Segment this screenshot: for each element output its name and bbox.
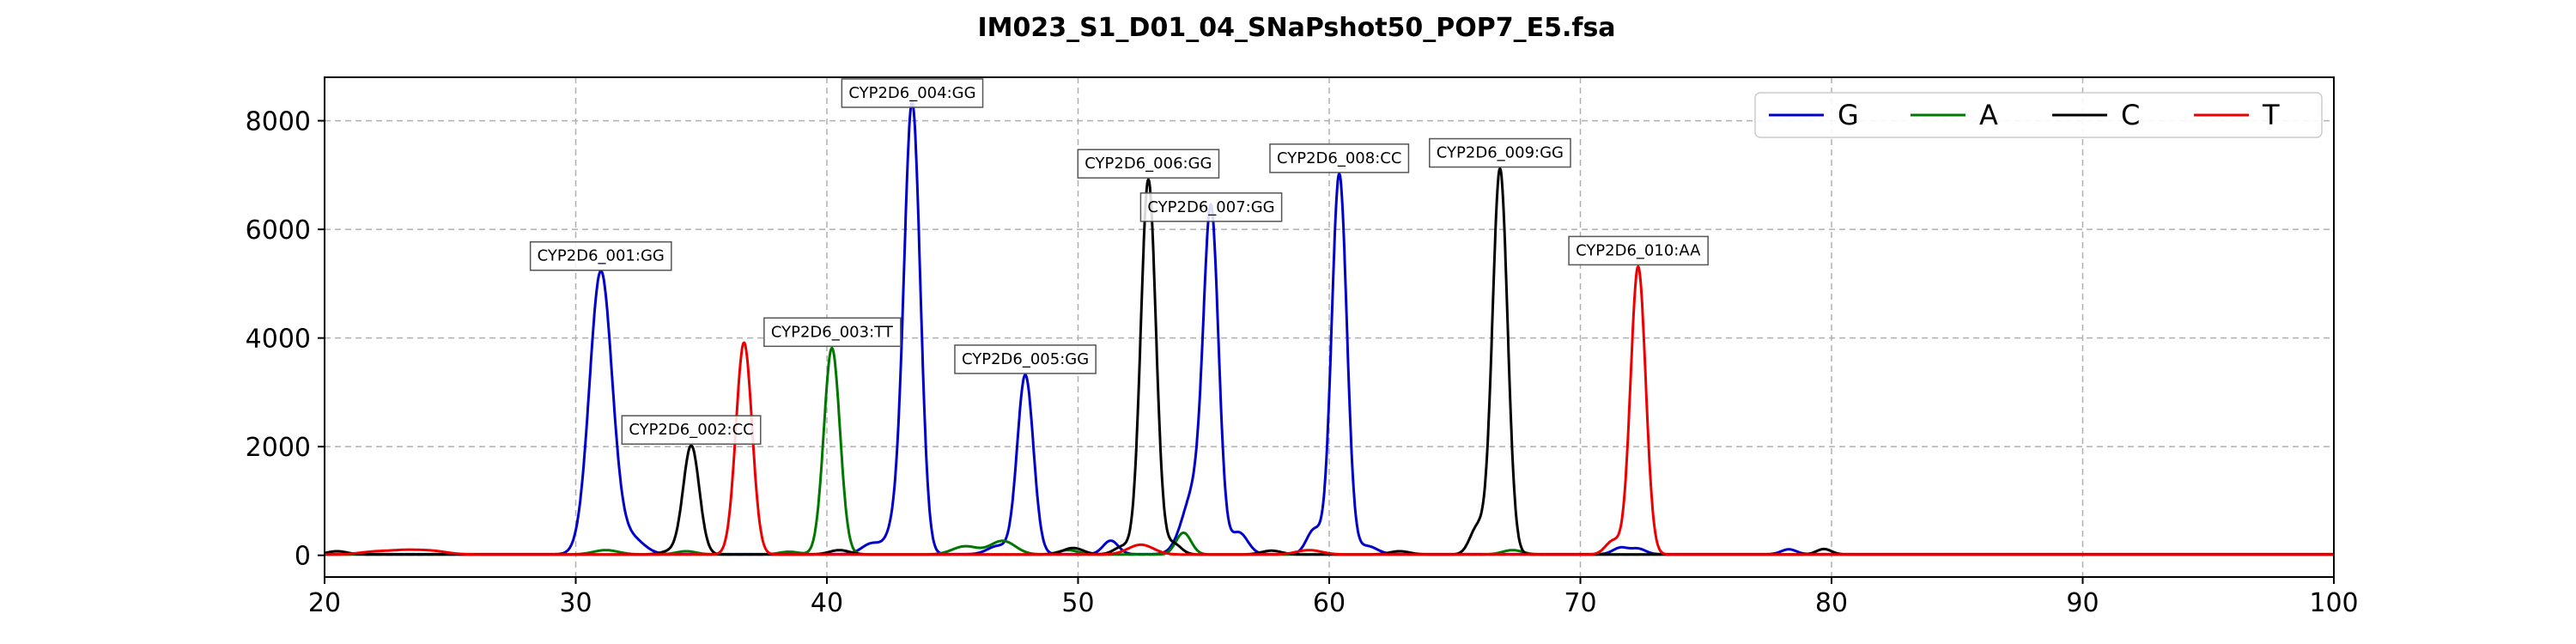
- legend-label-G: G: [1838, 99, 1859, 131]
- peak-annotation: CYP2D6_005:GG: [954, 344, 1097, 374]
- peak-annotation: CYP2D6_006:GG: [1077, 149, 1220, 179]
- x-tick-label: 30: [559, 588, 592, 618]
- peak-annotation: CYP2D6_008:CC: [1269, 143, 1410, 173]
- peak-annotation-box: [529, 240, 672, 271]
- annotation-layer: CYP2D6_001:GG CYP2D6_002:CC CYP2D6_003:TT C…: [529, 78, 1709, 445]
- peak-annotation: CYP2D6_010:AA: [1568, 235, 1709, 266]
- x-tick-label: 80: [1815, 588, 1848, 618]
- peak-annotation-box: [1077, 149, 1220, 179]
- peak-annotation: CYP2D6_003:TT: [763, 317, 902, 348]
- peak-annotation-box: [1139, 192, 1283, 222]
- peak-annotation-box: [1269, 143, 1410, 173]
- series-layer: [324, 100, 2335, 556]
- y-tick-label: 0: [295, 542, 311, 572]
- peak-annotation-label: CYP2D6_005:GG: [962, 350, 1089, 368]
- peak-annotation-label: CYP2D6_001:GG: [538, 247, 665, 265]
- x-tick-label: 100: [2309, 588, 2358, 618]
- legend-label-T: T: [2262, 99, 2280, 131]
- y-tick-label: 8000: [246, 107, 311, 137]
- peak-annotation-label: CYP2D6_010:AA: [1576, 241, 1701, 259]
- x-tick-label: 90: [2066, 588, 2099, 618]
- peak-annotation-box: [1429, 137, 1571, 168]
- legend-label-A: A: [1979, 99, 1998, 131]
- x-tick-label: 50: [1061, 588, 1094, 618]
- x-axis: 20 30 40 50 60 70 80 90 100: [308, 577, 2359, 618]
- peak-annotation-label: CYP2D6_004:GG: [848, 84, 975, 102]
- x-tick-label: 70: [1564, 588, 1596, 618]
- peak-annotation: CYP2D6_001:GG: [529, 240, 672, 271]
- peak-annotation-box: [954, 344, 1097, 374]
- plot-area: CYP2D6_001:GG CYP2D6_002:CC CYP2D6_003:TT C…: [246, 76, 2359, 618]
- peak-annotation-label: CYP2D6_003:TT: [771, 323, 894, 341]
- x-tick-label: 20: [308, 588, 341, 618]
- peak-annotation-box: [621, 415, 762, 445]
- series-line-T: [324, 264, 2335, 556]
- peak-annotation-label: CYP2D6_007:GG: [1147, 198, 1274, 216]
- chart-title: IM023_S1_D01_04_SNaPshot50_POP7_E5.fsa: [977, 13, 1615, 43]
- peak-annotation-label: CYP2D6_002:CC: [629, 421, 753, 439]
- peak-annotation: CYP2D6_007:GG: [1139, 192, 1283, 222]
- y-tick-label: 4000: [246, 325, 311, 355]
- peak-annotation-label: CYP2D6_009:GG: [1437, 144, 1564, 162]
- peak-annotation-box: [1568, 235, 1709, 266]
- peak-annotation-box: [841, 78, 984, 108]
- peak-annotation: CYP2D6_004:GG: [841, 78, 984, 108]
- peak-annotation: CYP2D6_009:GG: [1429, 137, 1571, 168]
- y-tick-label: 2000: [246, 433, 311, 463]
- y-axis: 0 2000 4000 6000 8000: [246, 107, 325, 572]
- peak-annotation-label: CYP2D6_008:CC: [1277, 149, 1401, 167]
- peak-annotation: CYP2D6_002:CC: [621, 415, 762, 445]
- legend-label-C: C: [2121, 99, 2140, 131]
- peak-annotation-box: [763, 317, 902, 348]
- y-tick-label: 6000: [246, 216, 311, 246]
- legend-box: [1754, 92, 2323, 138]
- peak-annotation-label: CYP2D6_006:GG: [1084, 155, 1212, 173]
- x-tick-label: 60: [1313, 588, 1346, 618]
- x-tick-label: 40: [811, 588, 843, 618]
